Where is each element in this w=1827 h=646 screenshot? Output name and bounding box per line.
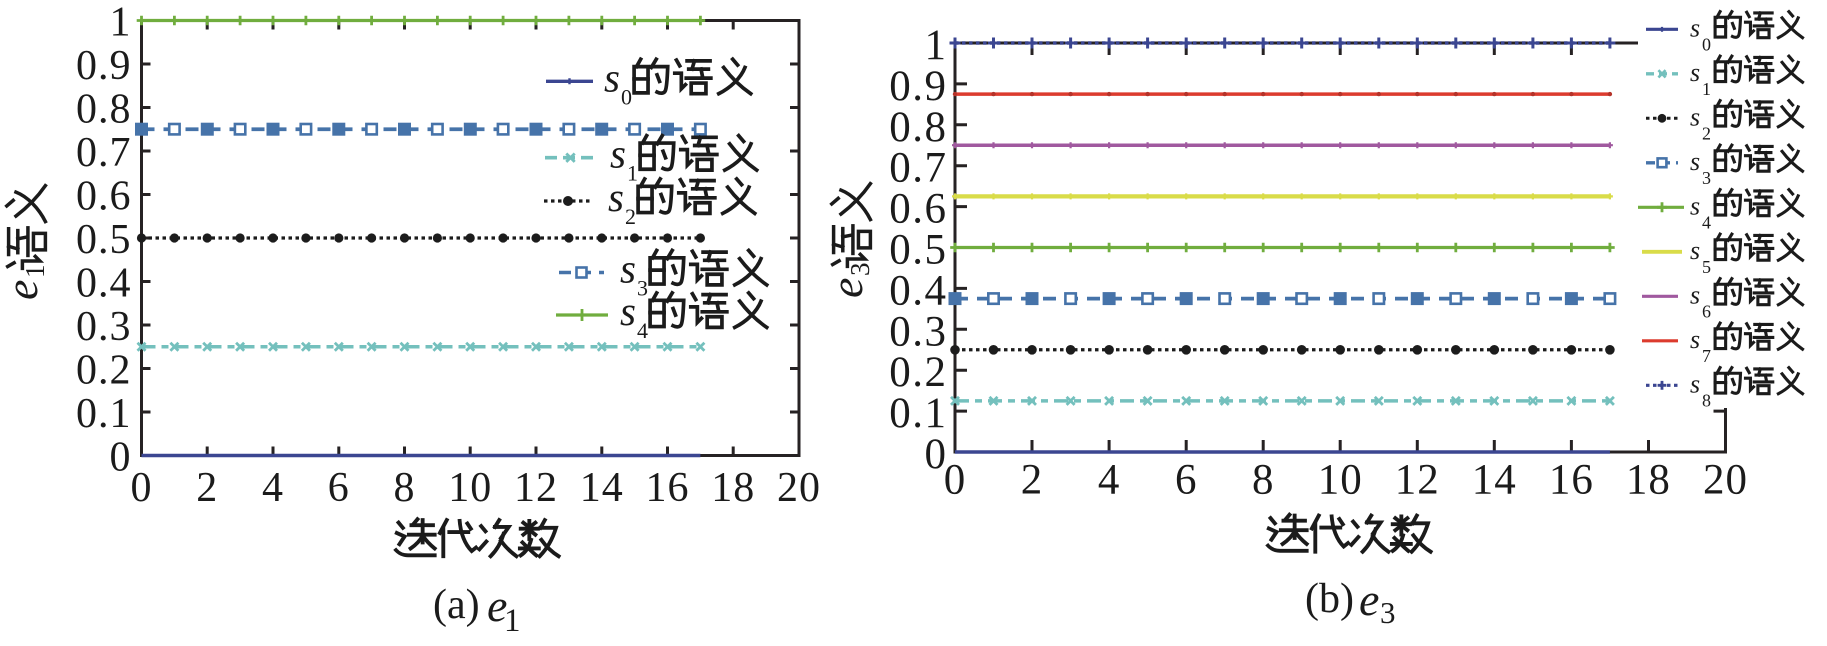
svg-text:6: 6 — [1175, 457, 1198, 504]
svg-text:e: e — [821, 278, 872, 298]
svg-text:0: 0 — [131, 465, 153, 511]
svg-text:5: 5 — [1702, 257, 1711, 277]
svg-text:s: s — [1690, 13, 1700, 42]
svg-text:6: 6 — [328, 465, 350, 511]
svg-text:2: 2 — [1702, 123, 1711, 143]
svg-text:10: 10 — [1318, 457, 1363, 504]
svg-text:0: 0 — [944, 457, 967, 504]
svg-text:12: 12 — [514, 465, 558, 511]
svg-text:3: 3 — [637, 276, 648, 301]
svg-text:0.4: 0.4 — [889, 267, 947, 314]
svg-text:0.9: 0.9 — [76, 43, 132, 89]
svg-text:(a): (a) — [433, 582, 480, 628]
svg-text:4: 4 — [637, 318, 648, 343]
svg-text:18: 18 — [1626, 457, 1671, 504]
svg-text:0.1: 0.1 — [889, 390, 947, 437]
svg-text:18: 18 — [711, 465, 755, 511]
svg-text:0.6: 0.6 — [76, 174, 132, 220]
svg-text:s: s — [608, 174, 624, 220]
svg-text:3: 3 — [1380, 595, 1396, 630]
svg-text:1: 1 — [925, 22, 948, 69]
svg-text:3: 3 — [1702, 168, 1711, 188]
svg-text:4: 4 — [1702, 212, 1711, 232]
svg-text:s: s — [1690, 369, 1700, 398]
svg-text:14: 14 — [1472, 457, 1517, 504]
svg-text:0: 0 — [110, 435, 132, 481]
svg-text:0.8: 0.8 — [889, 104, 947, 151]
svg-text:0.2: 0.2 — [76, 348, 132, 394]
svg-text:s: s — [620, 246, 636, 292]
svg-text:s: s — [1690, 58, 1700, 87]
svg-text:14: 14 — [580, 465, 624, 511]
svg-text:2: 2 — [1021, 457, 1044, 504]
svg-text:7: 7 — [1702, 346, 1711, 366]
svg-text:0.2: 0.2 — [889, 349, 947, 396]
svg-text:(b): (b) — [1305, 576, 1354, 622]
svg-text:8: 8 — [1702, 390, 1711, 410]
svg-text:e: e — [487, 580, 507, 631]
svg-text:3: 3 — [845, 263, 875, 277]
svg-text:s: s — [1690, 280, 1700, 309]
svg-text:0.1: 0.1 — [76, 391, 132, 437]
svg-text:s: s — [610, 131, 626, 177]
svg-text:0.7: 0.7 — [76, 130, 132, 176]
svg-text:6: 6 — [1702, 301, 1711, 321]
svg-text:e: e — [1359, 574, 1379, 625]
svg-text:e: e — [0, 280, 47, 300]
svg-text:1: 1 — [110, 0, 132, 46]
svg-text:2: 2 — [625, 204, 636, 229]
svg-text:20: 20 — [777, 465, 821, 511]
svg-text:1: 1 — [627, 161, 638, 186]
svg-text:0.4: 0.4 — [76, 261, 132, 307]
svg-text:s: s — [1690, 325, 1700, 354]
svg-text:0.9: 0.9 — [889, 63, 947, 110]
svg-text:2: 2 — [196, 465, 218, 511]
svg-text:0: 0 — [925, 431, 948, 478]
svg-text:20: 20 — [1703, 457, 1748, 504]
svg-text:s: s — [1690, 236, 1700, 265]
svg-text:s: s — [1690, 191, 1700, 220]
svg-text:16: 16 — [1549, 457, 1594, 504]
svg-text:0.7: 0.7 — [889, 145, 947, 192]
svg-text:16: 16 — [646, 465, 690, 511]
svg-text:8: 8 — [1252, 457, 1275, 504]
svg-text:4: 4 — [1098, 457, 1121, 504]
svg-text:1: 1 — [1702, 79, 1711, 99]
svg-text:s: s — [620, 288, 636, 334]
svg-text:0: 0 — [621, 84, 632, 109]
svg-text:0.3: 0.3 — [76, 304, 132, 350]
svg-text:0.5: 0.5 — [76, 217, 132, 263]
svg-text:0.8: 0.8 — [76, 87, 132, 133]
svg-text:0.5: 0.5 — [889, 227, 947, 274]
svg-text:0.3: 0.3 — [889, 308, 947, 355]
svg-text:0.6: 0.6 — [889, 186, 947, 233]
svg-text:s: s — [1690, 147, 1700, 176]
svg-text:0: 0 — [1702, 34, 1711, 54]
svg-text:s: s — [1690, 102, 1700, 131]
svg-text:s: s — [604, 54, 620, 100]
svg-text:4: 4 — [262, 465, 284, 511]
svg-text:1: 1 — [20, 265, 50, 279]
svg-text:12: 12 — [1395, 457, 1440, 504]
svg-text:8: 8 — [394, 465, 416, 511]
svg-text:1: 1 — [504, 603, 521, 639]
svg-text:10: 10 — [448, 465, 492, 511]
